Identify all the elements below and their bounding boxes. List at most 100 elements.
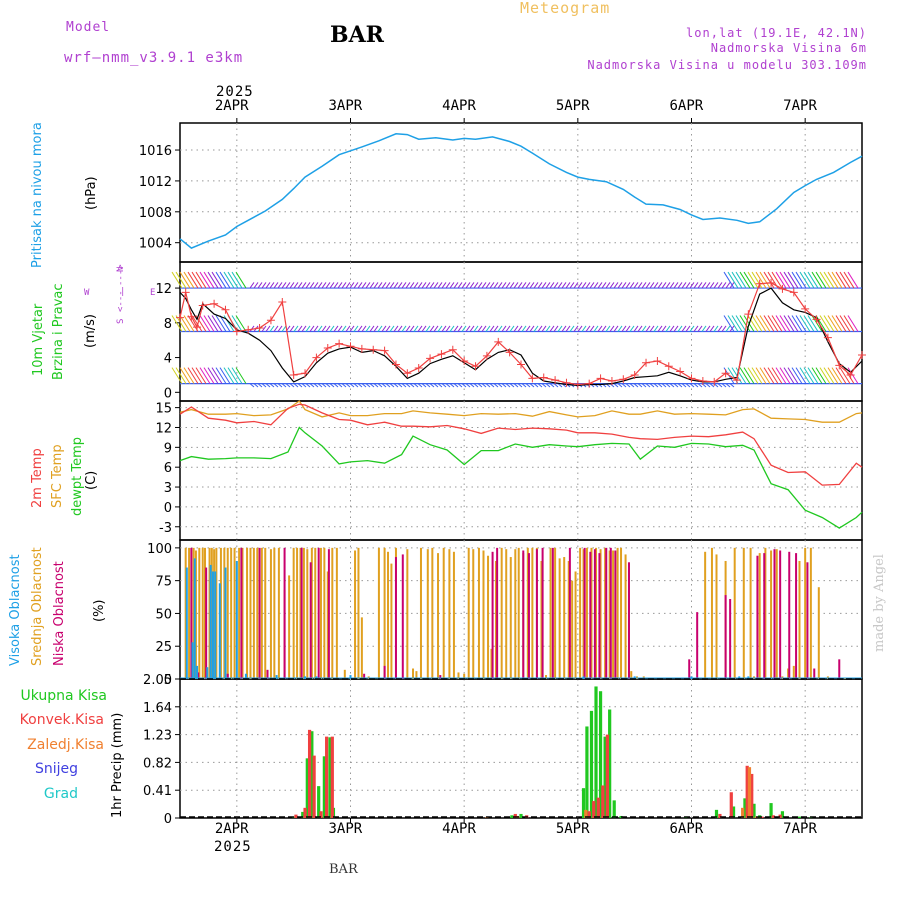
- wind-barb: [265, 383, 271, 388]
- wind-gust-marker: [744, 310, 753, 319]
- wind-barb: [629, 325, 635, 332]
- wind-barb: [657, 282, 663, 289]
- wind-barb: [227, 367, 239, 384]
- wind-barb: [505, 383, 511, 388]
- wind-barb: [377, 325, 383, 332]
- wind-barb: [231, 367, 243, 384]
- wind-barb: [477, 282, 483, 289]
- cloud-bar-mid: [213, 549, 216, 679]
- wind-barb: [545, 383, 551, 388]
- precip-ytick-label: 1.23: [143, 729, 172, 744]
- cloud-bar-mid: [241, 547, 244, 679]
- wind-barb: [445, 282, 451, 289]
- wind-barb: [309, 282, 315, 289]
- wind-barb: [257, 282, 263, 289]
- wind-barb: [265, 325, 271, 332]
- wind-barb: [835, 271, 847, 289]
- wind-barb: [297, 282, 303, 289]
- wind-barb: [593, 282, 599, 289]
- wind-barb: [345, 282, 351, 289]
- wind-gust-marker: [573, 380, 582, 389]
- wind-barb: [517, 383, 523, 388]
- cloud-bar-mid: [273, 547, 276, 679]
- wind-barb: [721, 282, 727, 289]
- wind-barb: [357, 383, 363, 388]
- precip-bar-convective: [601, 785, 605, 818]
- wind-gust-marker: [357, 344, 366, 353]
- precip-bar-convective: [605, 734, 609, 818]
- wind-barb: [533, 383, 539, 388]
- wind-barb: [521, 383, 527, 388]
- cloud-bar-low: [724, 595, 727, 679]
- wind-barb: [199, 367, 211, 384]
- wind-barb: [697, 383, 703, 388]
- precip-bar-convective: [587, 811, 591, 818]
- wind-barb: [697, 282, 703, 289]
- cloud-bar-mid: [787, 668, 790, 679]
- wind-barb: [847, 367, 859, 384]
- wind-barb: [669, 383, 675, 388]
- wind-barb: [179, 315, 191, 332]
- wind-gust-marker: [517, 360, 525, 369]
- wind-barb: [803, 367, 815, 384]
- wind-barb: [497, 325, 503, 332]
- temperature-ytick-label: 3: [164, 481, 172, 496]
- cloud-bar-low: [258, 547, 261, 679]
- wind-barb: [289, 325, 295, 332]
- wind-barb: [735, 315, 747, 332]
- wind-barb: [433, 325, 439, 332]
- wind-barb: [265, 282, 271, 289]
- cloud-bar-mid: [412, 668, 415, 679]
- wind-barb: [637, 325, 643, 332]
- date-label-2apr: 2APR: [214, 821, 249, 837]
- cloud-bar-mid: [223, 547, 226, 679]
- wind-gust-marker: [244, 325, 253, 334]
- wind-barb: [409, 383, 415, 388]
- wind-barb: [721, 325, 727, 332]
- wind-barb: [405, 325, 411, 332]
- wind-barb: [735, 271, 747, 289]
- wind-gust-marker: [607, 377, 616, 386]
- wind-barb: [819, 271, 831, 289]
- wind-barb: [689, 325, 695, 332]
- wind-barb: [681, 325, 687, 332]
- cloud-bar-low: [394, 557, 397, 679]
- wind-barb: [847, 271, 859, 289]
- cloud-bar-mid: [238, 547, 241, 679]
- precip-bar-convective: [778, 814, 782, 818]
- cloud-bar-mid: [219, 547, 222, 679]
- pressure-frame: [179, 122, 863, 263]
- precip-bar-total: [752, 803, 756, 818]
- wind-barb: [223, 271, 235, 289]
- station-title: BAR: [330, 22, 384, 48]
- wind-barb: [665, 383, 671, 388]
- wind-barb: [709, 325, 715, 332]
- cloud-bar-mid: [264, 547, 267, 679]
- wind-barb: [843, 315, 855, 332]
- wind-barb: [791, 367, 803, 384]
- wind-gust-marker: [232, 327, 241, 336]
- cloud-bar-low: [551, 547, 554, 679]
- cloud-bar-mid: [526, 547, 529, 679]
- wind-barb: [433, 383, 439, 388]
- compass-w: W: [84, 288, 90, 298]
- wind-barb: [633, 325, 639, 332]
- precip-bar-convective: [745, 765, 749, 818]
- wind-barb: [281, 282, 287, 289]
- precip-bar-convective: [771, 815, 775, 818]
- wind-barb: [767, 367, 779, 384]
- wind-barb: [725, 325, 731, 332]
- cloud-bar-mid: [463, 673, 466, 679]
- wind-barb: [341, 325, 347, 332]
- wind-gust-marker: [562, 378, 571, 387]
- cloud-bar-mid: [616, 547, 619, 679]
- wind-barb: [641, 325, 647, 332]
- cloud-bar-mid: [323, 547, 326, 679]
- wind-barb: [325, 282, 331, 289]
- wind-gust-marker: [323, 344, 332, 353]
- wind-barb: [437, 325, 443, 332]
- wind-barb: [759, 271, 771, 289]
- wind-barb: [441, 325, 447, 332]
- cloud-bar-mid: [775, 549, 778, 679]
- t2m-line: [179, 403, 863, 486]
